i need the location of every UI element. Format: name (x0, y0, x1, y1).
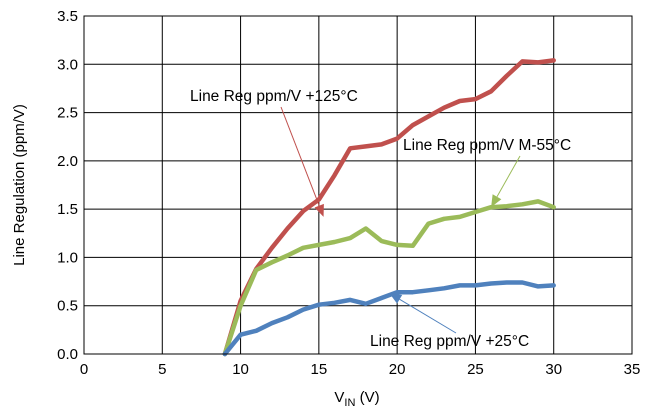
annotation-label-125c: Line Reg ppm/V +125°C (190, 88, 358, 105)
x-tick-label: 0 (80, 361, 88, 378)
x-tick-label: 30 (545, 361, 562, 378)
annotation-arrowhead-25c (389, 293, 403, 304)
y-axis-label: Line Regulation (ppm/V) (11, 104, 28, 266)
x-axis-label-subscript: IN (344, 397, 355, 409)
grid (84, 16, 632, 354)
y-tick-label: 1.0 (57, 249, 78, 266)
plot-frame (83, 15, 633, 355)
x-tick-labels: 0 5 10 15 20 25 30 35 (80, 361, 641, 378)
annotation-arrowhead-m55c (491, 194, 502, 208)
y-tick-label: 2.5 (57, 105, 78, 122)
x-tick-label: 10 (232, 361, 249, 378)
x-tick-label: 20 (389, 361, 406, 378)
annotation-arrow-m55c (496, 155, 521, 198)
series-line-25c (222, 280, 556, 357)
annotations: Line Reg ppm/V +125°C Line Reg ppm/V M-5… (190, 88, 571, 350)
y-tick-label: 1.5 (57, 201, 78, 218)
annotation-arrow-125c (280, 106, 320, 206)
y-tick-label: 3.5 (57, 8, 78, 25)
series-lines (222, 58, 556, 357)
annotation-label-25c: Line Reg ppm/V +25°C (370, 333, 529, 350)
x-tick-label: 25 (467, 361, 484, 378)
annotation-arrowhead-125c (314, 203, 324, 217)
y-tick-label: 0.0 (57, 346, 78, 363)
y-tick-label: 2.0 (57, 153, 78, 170)
series-line-m55c (222, 199, 556, 357)
series-line-125c (222, 58, 556, 357)
y-tick-label: 0.5 (57, 298, 78, 315)
y-tick-labels: 0.0 0.5 1.0 1.5 2.0 2.5 3.0 3.5 (57, 8, 78, 363)
annotation-arrow-25c (399, 298, 457, 334)
x-tick-label: 5 (158, 361, 166, 378)
x-axis-label: VIN (V) (334, 389, 379, 409)
y-tick-label: 3.0 (57, 56, 78, 73)
x-tick-label: 35 (624, 361, 641, 378)
annotation-label-m55c: Line Reg ppm/V M-55°C (403, 137, 571, 154)
x-tick-label: 15 (311, 361, 328, 378)
